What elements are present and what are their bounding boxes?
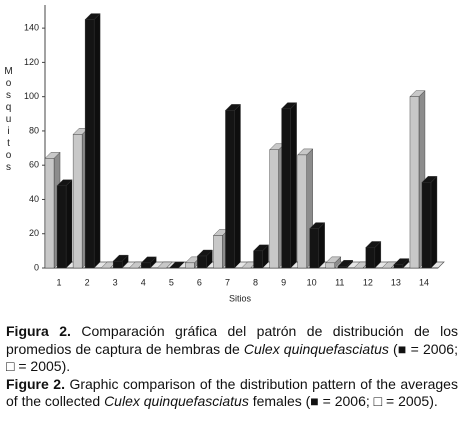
bar bbox=[365, 240, 382, 269]
x-tick-label: 9 bbox=[281, 277, 286, 287]
bar-front bbox=[409, 96, 420, 269]
y-tick-label: 40 bbox=[29, 194, 39, 204]
caption-label: Figura 2. bbox=[6, 323, 71, 339]
bar-front bbox=[56, 185, 67, 269]
legend-name: 2005 bbox=[398, 393, 430, 409]
bar-side bbox=[290, 102, 297, 269]
bar-front bbox=[253, 250, 263, 269]
y-tick-label: 100 bbox=[24, 91, 39, 101]
bar-top bbox=[168, 261, 185, 269]
bar bbox=[393, 258, 410, 269]
bar-front bbox=[337, 266, 347, 269]
bar-front bbox=[72, 134, 83, 269]
x-tick-label: 12 bbox=[363, 277, 373, 287]
bar bbox=[309, 222, 326, 269]
bar-front bbox=[421, 182, 432, 269]
y-tick-label: 60 bbox=[29, 160, 39, 170]
caption-text: ; □ = bbox=[6, 340, 458, 375]
species: Culex quinquefasciatus bbox=[104, 393, 249, 409]
bar-front bbox=[325, 262, 335, 269]
x-tick-label: 11 bbox=[335, 277, 344, 287]
x-tick-label: 2 bbox=[85, 277, 90, 287]
x-tick-label: 6 bbox=[197, 277, 202, 287]
bar-side bbox=[430, 175, 438, 269]
bar-front bbox=[44, 158, 55, 269]
bar-side bbox=[318, 222, 325, 269]
caption-text: females bbox=[248, 393, 302, 409]
caption-text: (■ = bbox=[388, 340, 423, 357]
x-tick-label: 3 bbox=[113, 277, 118, 287]
bar bbox=[84, 13, 101, 269]
bar bbox=[421, 175, 438, 269]
bar-side bbox=[93, 13, 101, 269]
bar-side bbox=[234, 103, 241, 269]
bar-front bbox=[225, 110, 235, 269]
x-tick-label: 5 bbox=[169, 277, 174, 287]
x-tick-label: 7 bbox=[225, 277, 230, 287]
caption: Figura 2. Comparación gráfica del patrón… bbox=[6, 323, 458, 411]
bar bbox=[281, 102, 298, 269]
bar-front bbox=[197, 255, 207, 269]
bar bbox=[156, 261, 173, 269]
caption-label: Figure 2. bbox=[6, 375, 65, 392]
bar bbox=[140, 256, 157, 269]
bar-front bbox=[84, 19, 95, 269]
bar bbox=[253, 244, 270, 269]
bar-front bbox=[213, 235, 223, 269]
bar bbox=[168, 261, 185, 269]
bar-side bbox=[65, 179, 73, 269]
bar bbox=[112, 254, 129, 269]
x-axis-label: Sitios bbox=[229, 293, 252, 303]
bar-front bbox=[269, 149, 279, 269]
legend-name: 2005 bbox=[30, 358, 62, 374]
bar-front bbox=[185, 262, 195, 269]
x-tick-label: 1 bbox=[57, 277, 62, 287]
x-tick-label: 8 bbox=[253, 277, 258, 287]
caption-text: Graphic comparison of the distribution p… bbox=[6, 375, 458, 410]
bar-front bbox=[365, 247, 376, 269]
bar-top bbox=[156, 261, 173, 269]
x-tick-label: 10 bbox=[307, 277, 317, 287]
bar-front bbox=[281, 108, 291, 269]
bar-front bbox=[141, 262, 151, 269]
bar bbox=[196, 249, 213, 269]
bar bbox=[325, 256, 342, 269]
x-tick-label: 13 bbox=[391, 277, 401, 287]
bar bbox=[337, 259, 354, 269]
caption-text: Comparación gráfica del patrón de distri… bbox=[6, 323, 458, 357]
y-tick-label: 120 bbox=[24, 57, 39, 67]
y-tick-label: 80 bbox=[29, 125, 39, 135]
y-tick-label: 20 bbox=[29, 228, 39, 238]
y-axis-label: Mosquitos bbox=[3, 66, 14, 174]
bar-front bbox=[112, 260, 123, 269]
y-tick-label: 0 bbox=[34, 262, 39, 272]
species: Culex quinquefasciatus bbox=[243, 340, 389, 357]
y-tick-label: 140 bbox=[24, 23, 39, 33]
bar bbox=[224, 103, 241, 269]
x-tick-label: 14 bbox=[419, 277, 429, 287]
bar-front bbox=[309, 228, 319, 269]
caption-text: ). bbox=[429, 393, 438, 409]
caption-text: (■ = bbox=[301, 393, 335, 409]
bar bbox=[56, 179, 73, 269]
bar-front bbox=[393, 264, 404, 269]
legend-name: 2006 bbox=[422, 340, 455, 357]
x-tick-label: 4 bbox=[141, 277, 146, 287]
bar-front bbox=[297, 154, 307, 269]
caption-text: ). bbox=[61, 358, 71, 374]
legend-name: 2006 bbox=[334, 393, 366, 409]
caption-text: ; □ = bbox=[365, 393, 399, 409]
